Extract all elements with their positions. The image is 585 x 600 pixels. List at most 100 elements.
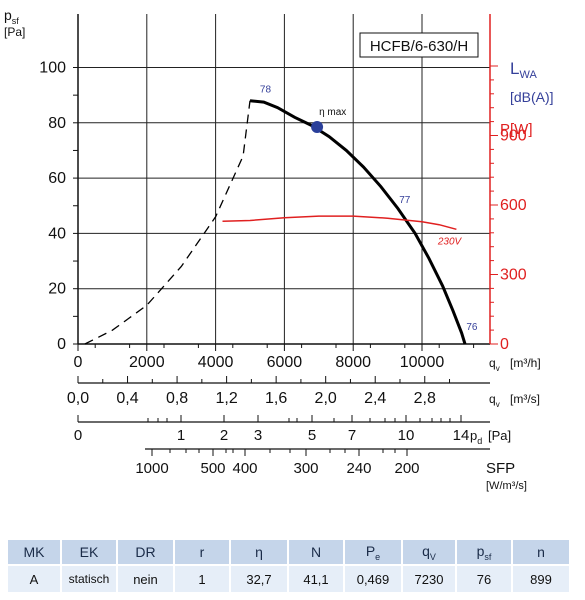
- x-m3h-unit: [m³/h]: [510, 356, 541, 370]
- y-left-unit: psf: [4, 7, 19, 26]
- x-pd-tick-label: 1: [177, 427, 185, 444]
- x-sfp-tick-label: 1000: [135, 460, 168, 477]
- table-header-text: P: [365, 542, 376, 559]
- x-sfp-tick-label: 400: [232, 460, 257, 477]
- x-m3h-tick-label: 0: [74, 354, 83, 371]
- x-m3s-tick-label: 0,4: [116, 390, 138, 407]
- model-label-box: [359, 32, 479, 58]
- x-m3s-tick-label: 0,8: [166, 390, 188, 407]
- table-header-text: EK: [79, 544, 99, 560]
- x-sfp-tick-label: 200: [394, 460, 419, 477]
- y-left-tick-label: 60: [48, 170, 66, 187]
- x-pd-tick-label: 7: [348, 427, 356, 444]
- eta-max-label: η max: [319, 107, 346, 118]
- x-pd-tick-label: 10: [398, 427, 415, 444]
- x-m3h-tick-label: 2000: [129, 354, 165, 371]
- x-m3s-tick-label: 2,0: [315, 390, 337, 407]
- y-left-tick-label: 80: [48, 115, 66, 132]
- table-header-text: η: [255, 544, 263, 560]
- fan-curve-operating: [249, 99, 467, 345]
- table-header-subscript: e: [375, 551, 381, 562]
- table-header-text: MK: [23, 544, 45, 560]
- eta-max-point: [311, 120, 324, 133]
- table-header-cell: EK: [62, 540, 116, 564]
- x-m3h-tick-label: 8000: [335, 354, 371, 371]
- fan-performance-chart: 020406080100psf[Pa]0300600900LWA[dB(A)]P…: [4, 7, 554, 492]
- fan-curve-unstable: [84, 100, 251, 345]
- table-header-cell: MK: [8, 540, 60, 564]
- x-pd-tick-label: 14: [453, 427, 470, 444]
- x-m3s-tick-label: 2,8: [414, 390, 436, 407]
- x-m3s-label: qv: [489, 392, 500, 409]
- lwa-label-77: 77: [399, 195, 411, 206]
- x-pd-tick-label: 5: [308, 427, 316, 444]
- x-m3s-tick-label: 0,0: [67, 390, 89, 407]
- table-header-text: N: [310, 544, 322, 560]
- lwa-label-78: 78: [260, 84, 272, 95]
- table-cell: 32,7: [231, 566, 287, 592]
- y-left-unit-bracket: [Pa]: [4, 25, 25, 39]
- table-header-text: p: [476, 542, 485, 559]
- y-left-tick-label: 0: [57, 336, 66, 353]
- table-header-text: q: [422, 542, 430, 559]
- table-header-cell: psf: [457, 540, 511, 564]
- power-curve-230v: [222, 215, 457, 231]
- table-cell: statisch: [62, 566, 116, 592]
- x-pd-unit: [Pa]: [488, 428, 511, 443]
- table-header-cell: η: [231, 540, 287, 564]
- table-header-subscript: V: [429, 551, 436, 562]
- table-cell: 41,1: [289, 566, 343, 592]
- chart-grid: [73, 14, 498, 456]
- table-header-text: r: [199, 544, 205, 560]
- x-pd-tick-label: 3: [254, 427, 262, 444]
- y-right-tick-label: 600: [500, 197, 527, 214]
- table-header-cell: r: [175, 540, 229, 564]
- table-cell: 76: [457, 566, 511, 592]
- lwa-unit: [dB(A)]: [510, 89, 554, 105]
- spec-table-header-row: MK EK DR r η N Pe qV psf n: [8, 540, 569, 564]
- y-left-tick-label: 20: [48, 281, 66, 298]
- table-cell: 0,469: [345, 566, 401, 592]
- table-header-cell: n: [513, 540, 569, 564]
- x-m3h-tick-label: 6000: [267, 354, 303, 371]
- model-label: HCFB/6-630/H: [370, 38, 468, 55]
- table-cell: 1: [175, 566, 229, 592]
- x-sfp-tick-label: 500: [200, 460, 225, 477]
- x-m3h-tick-label: 10000: [400, 354, 445, 371]
- x-m3h-label: qv: [489, 356, 500, 373]
- x-m3s-unit: [m³/s]: [510, 392, 540, 406]
- x-sfp-unit: [W/m³/s]: [486, 480, 527, 492]
- table-header-cell: qV: [403, 540, 455, 564]
- table-header-cell: Pe: [345, 540, 401, 564]
- x-m3s-tick-label: 1,2: [215, 390, 237, 407]
- x-pd-tick-label: 0: [74, 427, 82, 444]
- y-right-tick-label: 900: [500, 128, 527, 145]
- table-header-cell: DR: [118, 540, 173, 564]
- table-header-text: n: [537, 544, 545, 560]
- table-cell: 899: [513, 566, 569, 592]
- y-left-tick-label: 40: [48, 225, 66, 242]
- table-cell: nein: [118, 566, 173, 592]
- table-cell: A: [8, 566, 60, 592]
- lwa-label: LWA: [510, 59, 537, 81]
- lwa-label-76: 76: [466, 322, 478, 333]
- x-sfp-label: SFP: [486, 460, 515, 477]
- table-header-subscript: sf: [484, 551, 492, 562]
- table-cell: 7230: [403, 566, 455, 592]
- x-m3s-tick-label: 1,6: [265, 390, 287, 407]
- x-m3s-tick-label: 2,4: [364, 390, 386, 407]
- power-curve-label: 230V: [437, 236, 463, 247]
- x-m3h-tick-label: 4000: [198, 354, 234, 371]
- x-pd-tick-label: 2: [220, 427, 228, 444]
- x-sfp-tick-label: 300: [293, 460, 318, 477]
- y-right-tick-label: 300: [500, 267, 527, 284]
- table-header-text: DR: [135, 544, 156, 560]
- power-label: P[W]: [500, 121, 533, 138]
- chart-labels: 020406080100psf[Pa]0300600900LWA[dB(A)]P…: [4, 7, 554, 492]
- y-right-tick-label: 0: [500, 336, 509, 353]
- x-pd-label: pd: [470, 428, 482, 446]
- x-sfp-tick-label: 240: [346, 460, 371, 477]
- y-left-tick-label: 100: [39, 60, 66, 77]
